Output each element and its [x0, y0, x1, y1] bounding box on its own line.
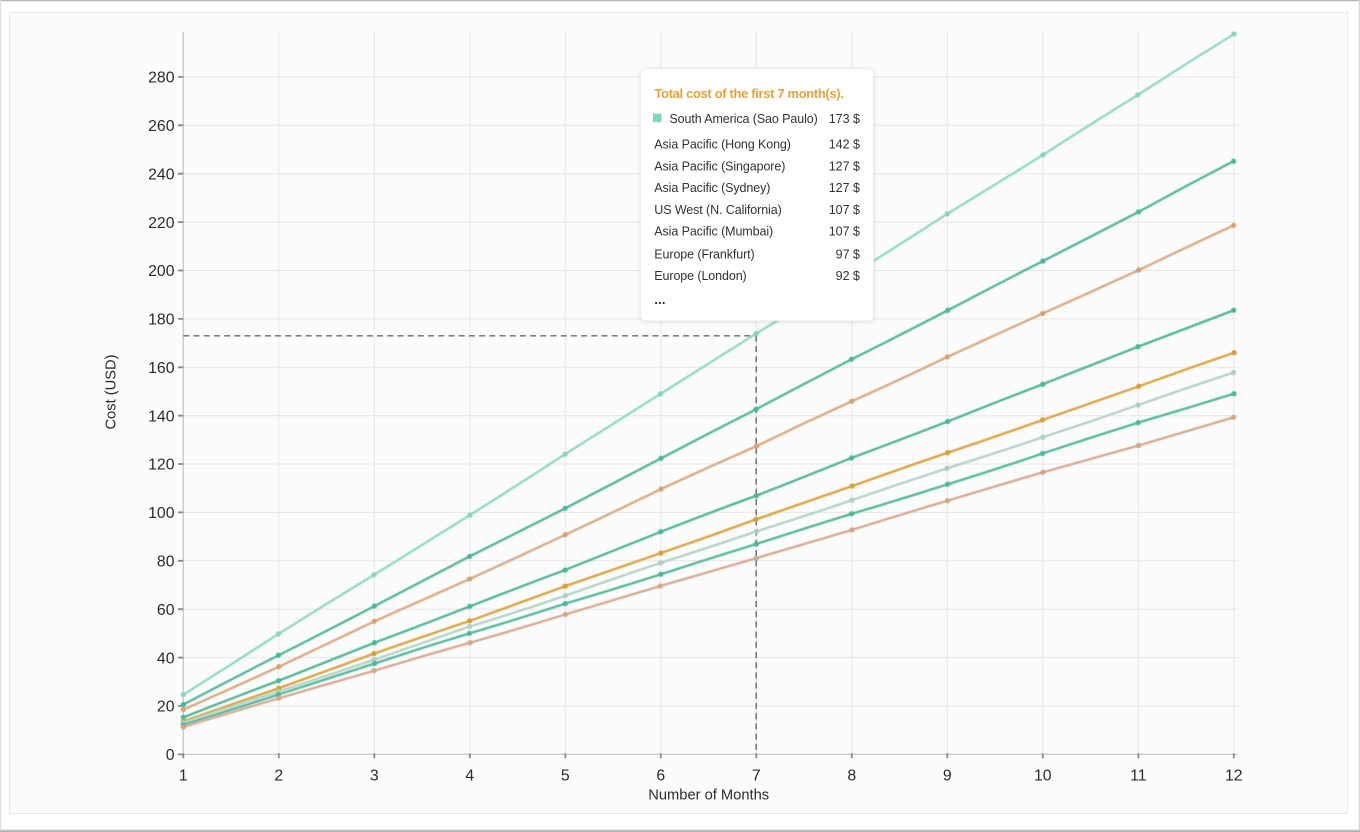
svg-text:220: 220: [148, 215, 175, 232]
svg-text:10: 10: [1034, 767, 1052, 784]
svg-text:...: ...: [654, 292, 665, 307]
svg-text:9: 9: [943, 767, 952, 784]
svg-text:180: 180: [148, 312, 175, 329]
svg-text:0: 0: [166, 747, 175, 764]
svg-text:260: 260: [148, 118, 175, 135]
svg-text:Europe (Frankfurt): Europe (Frankfurt): [654, 247, 754, 261]
svg-text:US West (N. California): US West (N. California): [654, 203, 781, 217]
svg-text:South America (Sao Paulo): South America (Sao Paulo): [669, 112, 817, 126]
svg-text:8: 8: [847, 767, 856, 784]
svg-text:5: 5: [561, 767, 570, 784]
svg-text:Asia Pacific (Hong Kong): Asia Pacific (Hong Kong): [654, 138, 791, 152]
svg-text:107 $: 107 $: [829, 203, 860, 217]
svg-text:142 $: 142 $: [829, 138, 860, 152]
svg-text:97 $: 97 $: [836, 247, 860, 261]
svg-text:60: 60: [157, 602, 175, 619]
svg-text:1: 1: [179, 767, 188, 784]
svg-text:2: 2: [274, 767, 283, 784]
svg-text:Number of Months: Number of Months: [648, 787, 769, 803]
svg-text:280: 280: [148, 70, 175, 87]
svg-text:80: 80: [157, 554, 175, 571]
svg-text:Total cost of the first 7 mont: Total cost of the first 7 month(s).: [655, 86, 844, 101]
svg-text:Cost (USD): Cost (USD): [104, 354, 120, 429]
svg-text:11: 11: [1130, 767, 1147, 784]
svg-text:120: 120: [148, 457, 175, 474]
svg-text:20: 20: [157, 699, 175, 716]
svg-text:4: 4: [465, 767, 474, 784]
svg-text:240: 240: [148, 166, 175, 183]
svg-text:92 $: 92 $: [836, 269, 860, 283]
svg-text:Asia Pacific (Sydney): Asia Pacific (Sydney): [654, 181, 770, 195]
svg-text:127 $: 127 $: [829, 159, 860, 173]
svg-text:6: 6: [656, 767, 665, 784]
svg-text:Europe (London): Europe (London): [654, 269, 746, 283]
svg-text:140: 140: [148, 408, 175, 425]
svg-text:200: 200: [148, 263, 175, 280]
svg-text:3: 3: [370, 767, 379, 784]
svg-text:Asia Pacific (Singapore): Asia Pacific (Singapore): [654, 159, 785, 173]
svg-text:100: 100: [148, 505, 175, 522]
svg-text:127 $: 127 $: [829, 181, 860, 195]
svg-text:40: 40: [157, 650, 175, 667]
svg-text:Asia Pacific (Mumbai): Asia Pacific (Mumbai): [654, 225, 773, 239]
svg-text:107 $: 107 $: [829, 225, 860, 239]
svg-text:160: 160: [148, 360, 175, 377]
svg-text:12: 12: [1225, 767, 1243, 784]
svg-text:173 $: 173 $: [829, 112, 860, 126]
svg-text:7: 7: [752, 767, 761, 784]
